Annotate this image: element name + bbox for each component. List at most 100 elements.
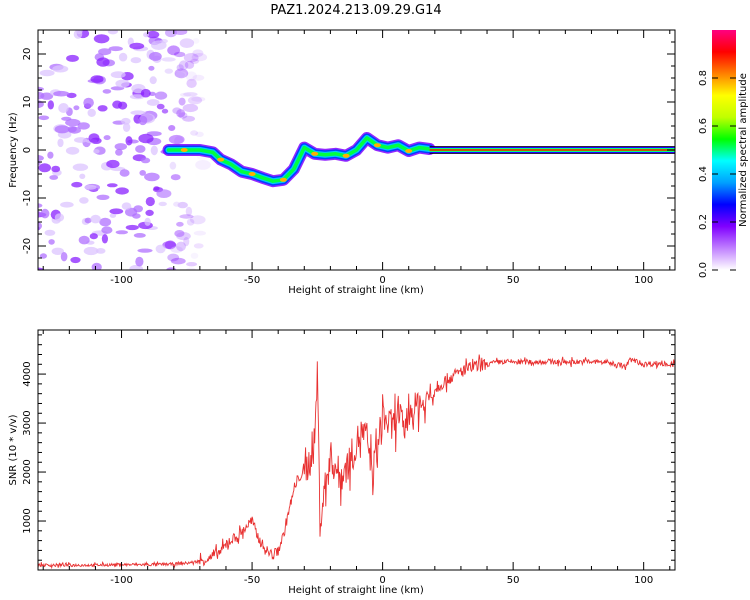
noise-blob: [164, 68, 173, 74]
noise-blob: [168, 134, 185, 145]
noise-blob: [149, 76, 157, 85]
noise-blob: [177, 201, 188, 209]
noise-blob: [185, 71, 197, 81]
noise-blob: [108, 46, 123, 52]
noise-blob: [173, 30, 188, 35]
noise-blob: [187, 96, 203, 105]
noise-blob: [25, 122, 33, 127]
ridge-peak: [279, 177, 287, 182]
noise-blob: [195, 131, 204, 137]
noise-blob: [28, 64, 36, 72]
noise-blob: [79, 173, 86, 179]
noise-blob: [21, 119, 34, 126]
noise-blob: [90, 214, 101, 224]
y-tick-label: 20: [22, 48, 33, 61]
noise-blob: [161, 57, 176, 62]
noise-blob: [66, 54, 79, 62]
x-tick-label: -50: [244, 575, 260, 586]
noise-blob: [144, 217, 151, 226]
colorbar: 0.0 0.2 0.4 0.6 0.8 Normalized spectral ampl…: [698, 30, 749, 278]
noise-blob: [38, 86, 44, 92]
x-tick-label: -100: [110, 275, 133, 286]
noise-blob: [107, 30, 118, 35]
ridge-peak: [373, 143, 381, 148]
x-tick-label: 0: [379, 275, 385, 286]
noise-blob: [176, 232, 191, 241]
noise-blob: [125, 207, 138, 217]
noise-blob: [118, 52, 128, 62]
noise-blob: [193, 243, 204, 249]
noise-blob: [84, 217, 92, 224]
y-tick-label: 2000: [22, 459, 33, 484]
colorbar-label: Normalized spectral amplitude: [738, 73, 749, 227]
noise-blob: [146, 30, 160, 39]
noise-blob: [58, 103, 69, 113]
noise-blob: [158, 201, 167, 207]
noise-blob: [32, 164, 38, 170]
noise-blob: [71, 181, 83, 188]
noise-blob: [109, 213, 117, 218]
noise-blob: [38, 213, 40, 218]
noise-blob: [192, 49, 204, 57]
noise-blob: [40, 92, 54, 100]
snr-xlabel: Height of straight line (km): [288, 585, 424, 596]
noise-blob: [48, 239, 55, 245]
noise-blob: [150, 145, 158, 156]
noise-blob: [26, 127, 38, 136]
noise-blob: [39, 69, 55, 77]
y-tick-label: -20: [22, 238, 33, 254]
colorbar-gradient: [712, 30, 736, 270]
noise-blob: [29, 154, 36, 160]
noise-blob: [190, 215, 206, 225]
noise-blob: [70, 256, 81, 264]
colorbar-tick-label: 0.6: [698, 118, 709, 134]
y-tick-label: 3000: [22, 410, 33, 435]
noise-blob: [170, 174, 181, 181]
noise-blob: [173, 201, 181, 207]
x-tick-label: 100: [634, 275, 653, 286]
noise-blob: [155, 244, 166, 254]
noise-blob: [38, 210, 41, 219]
noise-blob: [175, 71, 187, 79]
noise-blob: [84, 184, 97, 190]
noise-blob: [164, 240, 176, 250]
noise-blob: [151, 40, 167, 50]
noise-blob: [186, 78, 197, 88]
noise-blob: [39, 253, 48, 259]
noise-blob: [115, 79, 130, 88]
noise-blob: [146, 99, 160, 106]
noise-blob: [115, 187, 129, 195]
noise-blob: [101, 226, 113, 234]
noise-blob: [154, 91, 168, 100]
noise-blob: [135, 256, 144, 267]
noise-blob: [38, 203, 43, 208]
colorbar-tick-label: 0.0: [698, 262, 709, 278]
noise-blob: [51, 247, 64, 255]
ridge-peak: [248, 172, 256, 176]
noise-blob: [178, 112, 188, 119]
noise-blob: [90, 75, 104, 83]
noise-blob: [52, 65, 69, 73]
noise-blob: [149, 51, 162, 61]
noise-blob: [23, 28, 35, 35]
noise-blob: [40, 208, 50, 219]
noise-blob: [183, 92, 198, 97]
noise-blob: [172, 107, 182, 114]
noise-blob: [179, 214, 194, 219]
noise-blob: [174, 71, 186, 78]
noise-blob: [106, 183, 118, 188]
noise-blob: [109, 208, 124, 215]
noise-blob: [176, 241, 186, 252]
noise-blob: [183, 53, 199, 63]
noise-blob: [140, 157, 151, 164]
noise-blob: [47, 100, 54, 110]
noise-blob: [121, 117, 131, 125]
noise-blob: [60, 201, 74, 208]
noise-blob: [174, 136, 184, 146]
noise-blob: [121, 202, 132, 210]
noise-blob: [65, 146, 80, 155]
noise-blob: [190, 130, 199, 136]
noise-blob: [60, 252, 68, 262]
y-tick-label: 10: [22, 96, 33, 109]
